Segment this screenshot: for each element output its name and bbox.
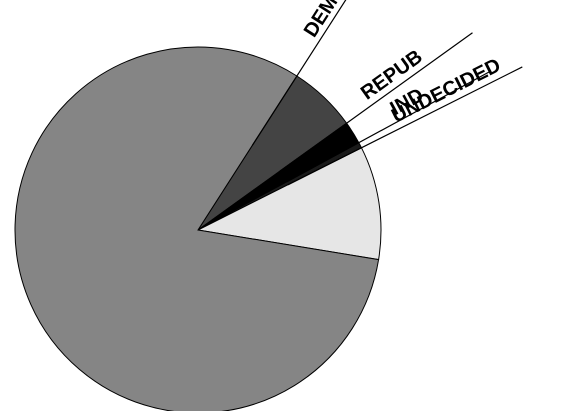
leader-line-ind (286, 70, 491, 183)
label-dem: DEM (300, 0, 343, 41)
leader-line-dem (251, 0, 347, 146)
leader-line-repub (279, 32, 473, 172)
leader-line-undecided (287, 66, 523, 186)
slice-undecided (196, 147, 382, 261)
label-leader-lines (251, 0, 523, 186)
pie-slices (14, 46, 382, 411)
slice-remainder (14, 46, 380, 411)
